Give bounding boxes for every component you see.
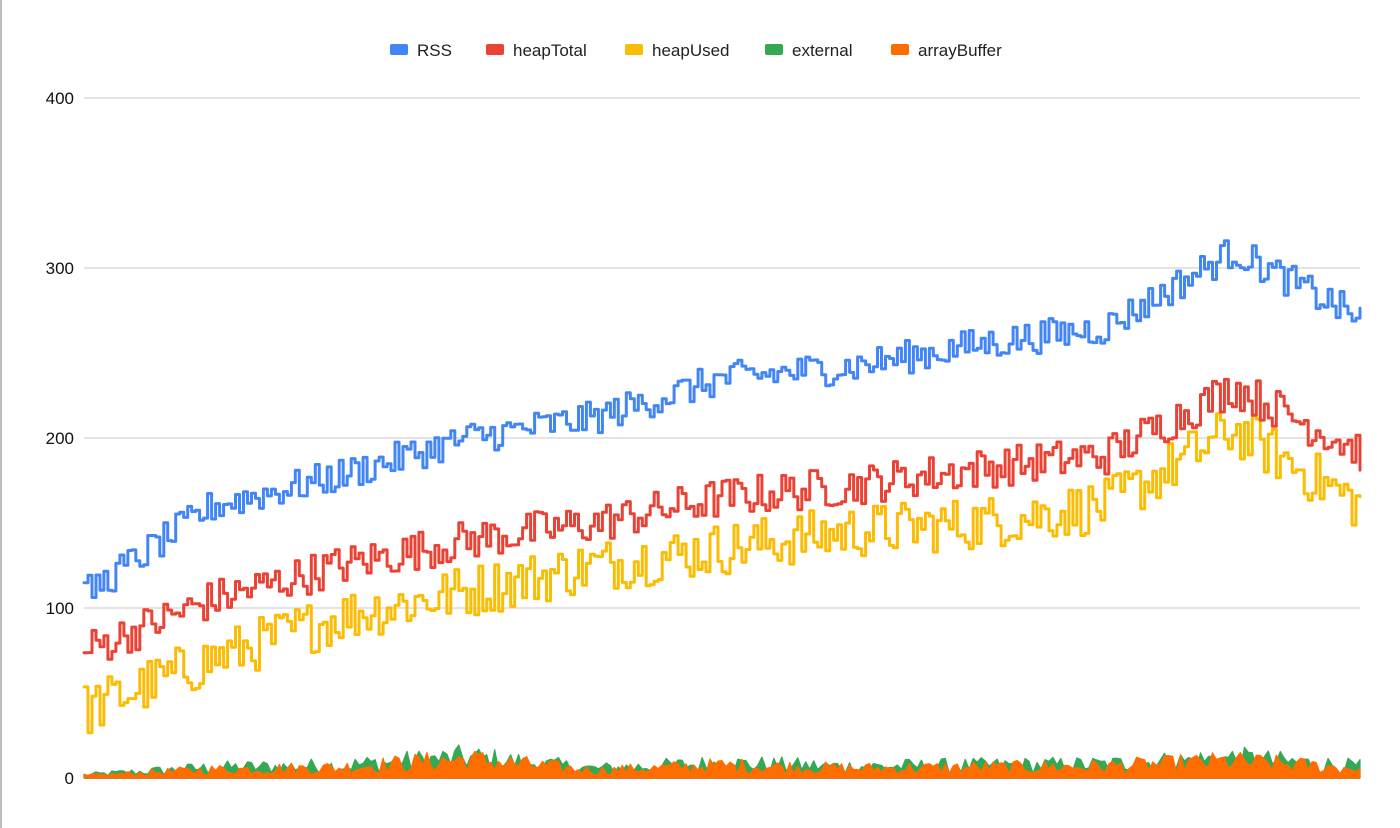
legend-label: RSS — [417, 41, 452, 60]
legend-swatch — [486, 44, 504, 55]
legend-swatch — [390, 44, 408, 55]
series-area-arraybuffer — [83, 750, 1361, 779]
y-tick-label: 100 — [46, 599, 74, 618]
y-axis-ticks: 0 100 200 300 400 — [46, 89, 74, 788]
legend: RSS heapTotal heapUsed external arrayBuffer — [390, 41, 1002, 60]
window-edge — [0, 0, 2, 828]
legend-label: heapTotal — [513, 41, 587, 60]
legend-item-rss[interactable]: RSS — [390, 41, 452, 60]
series-line-rss — [82, 239, 1362, 599]
legend-item-arraybuffer[interactable]: arrayBuffer — [891, 41, 1002, 60]
legend-label: external — [792, 41, 852, 60]
legend-swatch — [625, 44, 643, 55]
legend-label: arrayBuffer — [918, 41, 1002, 60]
y-tick-label: 200 — [46, 429, 74, 448]
legend-item-heapused[interactable]: heapUsed — [625, 41, 730, 60]
y-tick-label: 400 — [46, 89, 74, 108]
series-layer — [82, 239, 1362, 779]
legend-swatch — [891, 44, 909, 55]
legend-swatch — [765, 44, 783, 55]
series-line-heaptotal — [82, 377, 1362, 661]
legend-item-heaptotal[interactable]: heapTotal — [486, 41, 587, 60]
y-tick-label: 300 — [46, 259, 74, 278]
y-tick-label: 0 — [65, 769, 74, 788]
legend-item-external[interactable]: external — [765, 41, 852, 60]
series-line-heapused — [82, 412, 1362, 735]
legend-label: heapUsed — [652, 41, 730, 60]
